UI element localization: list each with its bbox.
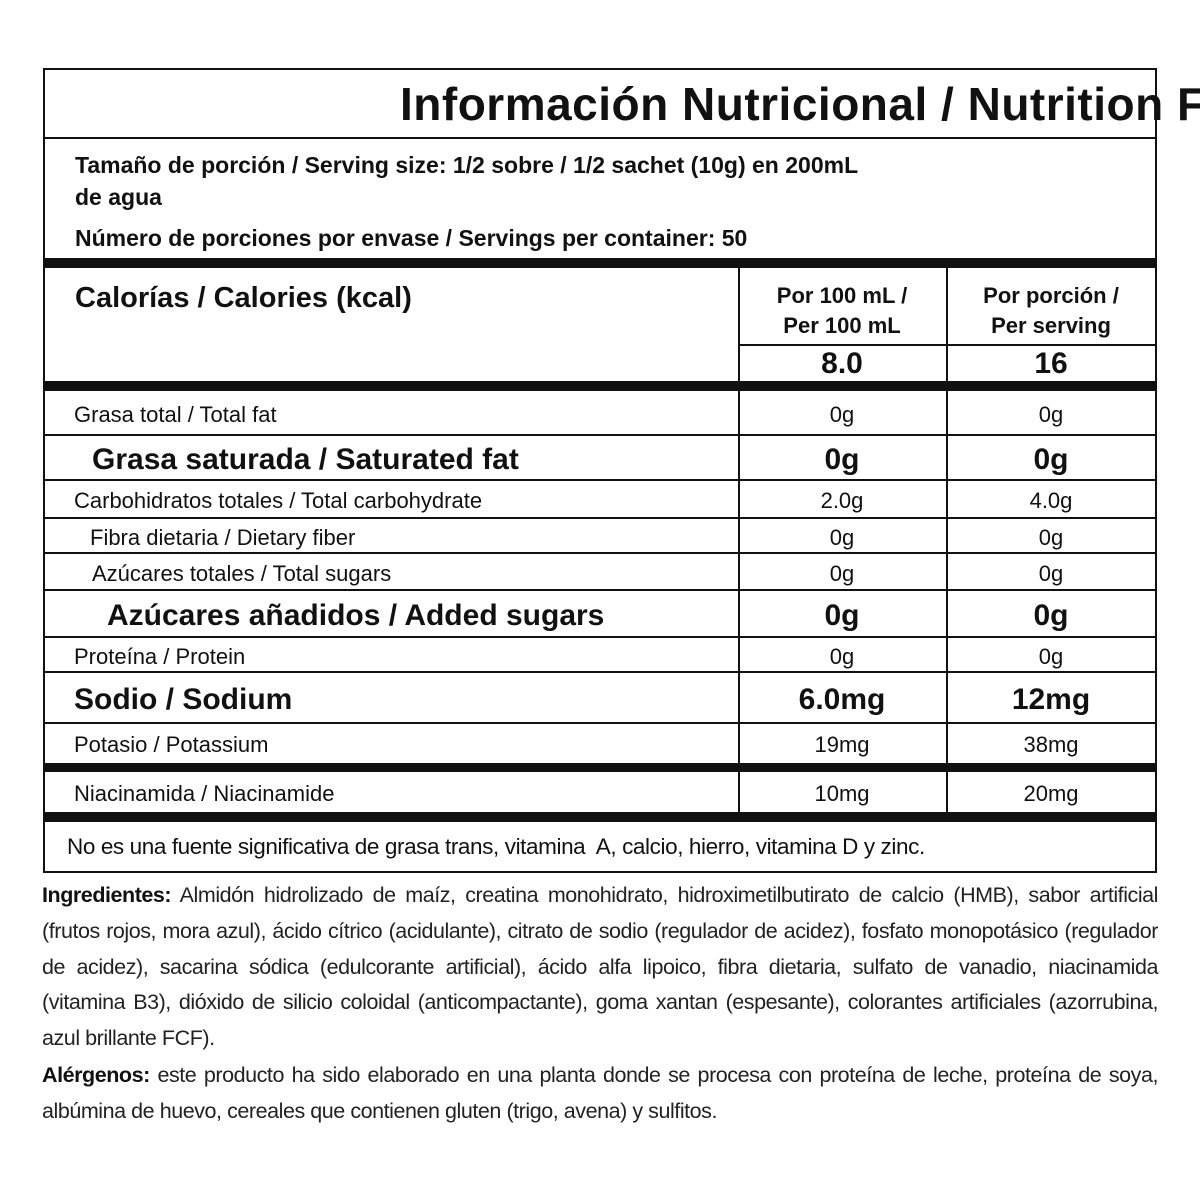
nutrient-value-per-serving: 0g (1033, 442, 1069, 476)
nutrient-label: Carbohidratos totales / Total carbohydra… (74, 488, 483, 513)
nutrient-label: Niacinamida / Niacinamide (74, 781, 335, 806)
calories-value: 16 (1034, 347, 1068, 380)
nutrient-value-per-100ml: 0g (829, 643, 855, 669)
row-divider (43, 589, 1157, 591)
nutrient-value-per-serving: 0g (1038, 643, 1064, 669)
column-line (946, 268, 948, 812)
nutrient-label: Fibra dietaria / Dietary fiber (90, 524, 356, 550)
footnote: No es una fuente significativa de grasa … (67, 833, 925, 859)
nutrient-label: Grasa saturada / Saturated fat (92, 442, 519, 476)
box-border-left (43, 68, 45, 873)
nutrient-value-per-100ml: 6.0mg (798, 682, 886, 716)
nutrient-value-per-serving: 12mg (1011, 682, 1091, 716)
row-divider (43, 552, 1157, 554)
nutrient-label: Potasio / Potassium (74, 732, 269, 757)
nutrient-value-per-100ml: 0g (829, 560, 855, 586)
column-header: Por porción / (983, 283, 1119, 308)
row-divider (43, 671, 1157, 673)
nutrient-label: Proteína / Protein (74, 643, 246, 669)
row-divider (43, 479, 1157, 481)
nutrient-value-per-100ml: 19mg (814, 732, 870, 757)
nutrient-value-per-100ml: 10mg (814, 781, 870, 806)
row-divider (43, 434, 1157, 436)
nutrient-value-per-serving: 20mg (1023, 781, 1079, 806)
row-divider (43, 517, 1157, 519)
box-border-top (43, 68, 1157, 70)
serving-size: Tamaño de porción / Serving size: 1/2 so… (75, 151, 859, 178)
allergens-text: este producto ha sido elaborado en una p… (42, 1063, 1158, 1123)
box-border-right (1155, 68, 1157, 873)
row-divider (43, 636, 1157, 638)
thick-divider (43, 812, 1157, 822)
nutrient-value-per-serving: 0g (1038, 524, 1064, 550)
nutrient-value-per-100ml: 0g (829, 402, 855, 427)
ingredients: Ingredientes: Almidón hidrolizado de maí… (42, 878, 1158, 1057)
column-header: Por 100 mL / (776, 283, 908, 308)
nutrient-label: Azúcares totales / Total sugars (92, 560, 392, 586)
nutrient-value-per-100ml: 0g (824, 442, 860, 476)
servings-per-container: Número de porciones por envase / Serving… (75, 224, 748, 251)
nutrient-value-per-serving: 0g (1038, 560, 1064, 586)
thick-divider (43, 381, 1157, 391)
ingredients-label: Ingredientes: (42, 883, 172, 907)
thick-divider (43, 763, 1157, 772)
column-line (738, 268, 740, 812)
calories-value: 8.0 (821, 347, 863, 380)
nutrient-label: Sodio / Sodium (74, 682, 293, 716)
nutrient-label: Grasa total / Total fat (74, 402, 277, 427)
ingredients-text: Almidón hidrolizado de maíz, creatina mo… (42, 883, 1158, 1051)
nutrient-value-per-100ml: 0g (829, 524, 855, 550)
nutrient-value-per-serving: 4.0g (1029, 488, 1073, 513)
calories-label: Calorías / Calories (kcal) (75, 281, 412, 314)
nutrient-value-per-serving: 0g (1038, 402, 1064, 427)
nutrient-value-per-serving: 0g (1033, 598, 1069, 632)
nutrient-value-per-serving: 38mg (1023, 732, 1079, 757)
allergens: Alérgenos: este producto ha sido elabora… (42, 1058, 1158, 1130)
thick-divider (43, 258, 1157, 268)
serving-size: de agua (75, 183, 162, 210)
nutrient-value-per-100ml: 2.0g (820, 488, 864, 513)
row-divider (43, 722, 1157, 724)
divider (43, 137, 1157, 139)
nutrient-value-per-100ml: 0g (824, 598, 860, 632)
nutrient-label: Azúcares añadidos / Added sugars (107, 598, 605, 632)
box-border-bottom (43, 871, 1157, 873)
allergens-label: Alérgenos: (42, 1063, 150, 1087)
column-header: Per serving (991, 313, 1111, 338)
title: Información Nutricional / Nutrition Fact… (400, 78, 1200, 130)
column-header: Per 100 mL (783, 313, 901, 338)
